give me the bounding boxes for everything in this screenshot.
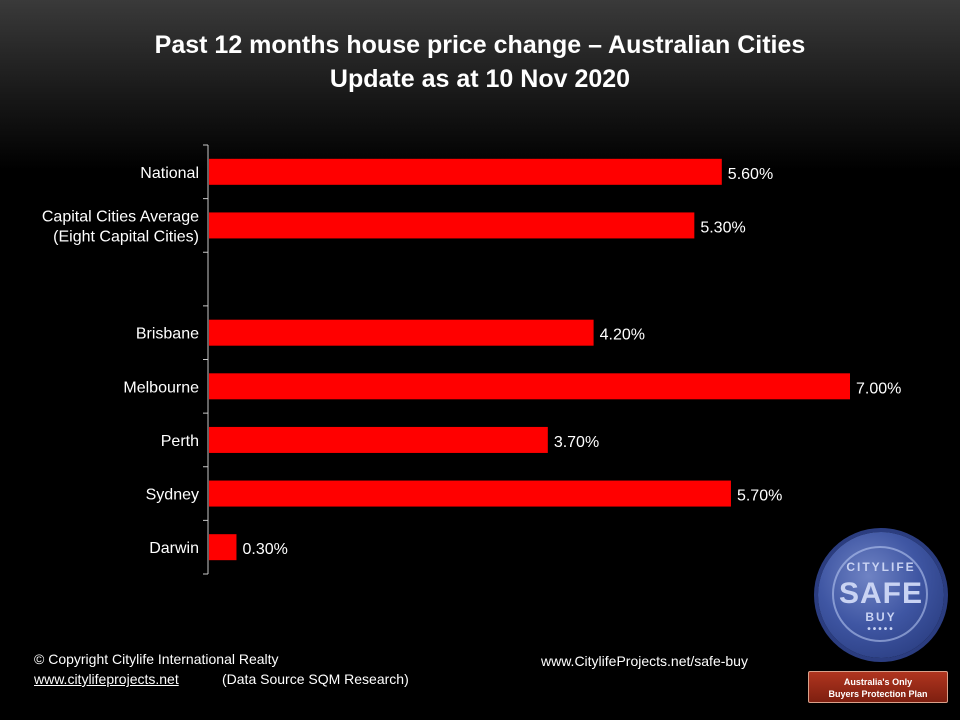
bar <box>209 373 850 400</box>
ribbon-line-1: Australia's Only <box>843 677 913 687</box>
safe-buy-seal-logo: CITYLIFE SAFE BUY ••••• <box>818 532 944 658</box>
seal-text-bottom: BUY <box>865 610 897 624</box>
seal-ring <box>832 546 928 642</box>
data-label: 4.20% <box>600 327 645 344</box>
category-label: (Eight Capital Cities) <box>53 228 199 245</box>
seal-dots: ••••• <box>867 624 895 635</box>
data-label: 5.60% <box>728 166 773 183</box>
seal-text-top: CITYLIFE <box>846 560 916 574</box>
data-label: 5.70% <box>737 488 782 505</box>
data-source-text: (Data Source SQM Research) <box>222 671 409 687</box>
bar <box>209 212 695 239</box>
category-label: Melbourne <box>123 379 199 396</box>
data-label: 5.30% <box>700 219 745 236</box>
category-label: Capital Cities Average <box>42 208 199 225</box>
data-label: 3.70% <box>554 434 599 451</box>
category-label: Brisbane <box>136 326 199 343</box>
data-label: 0.30% <box>242 541 287 558</box>
bar <box>209 426 548 453</box>
chart-title-line-2: Update as at 10 Nov 2020 <box>329 65 631 93</box>
bar <box>209 158 722 185</box>
ribbon-line-2: Buyers Protection Plan <box>828 689 928 699</box>
bar <box>209 534 237 561</box>
category-label: Perth <box>161 433 199 450</box>
bar <box>209 319 594 346</box>
website-link[interactable]: www.citylifeprojects.net <box>34 671 179 687</box>
protection-plan-ribbon: Australia's Only Buyers Protection Plan <box>808 671 948 703</box>
bar <box>209 480 731 507</box>
category-label: Darwin <box>149 540 199 557</box>
category-label: National <box>140 165 199 182</box>
promo-url-text: www.CitylifeProjects.net/safe-buy <box>541 653 748 669</box>
copyright-text: © Copyright Citylife International Realt… <box>34 651 279 667</box>
data-label: 7.00% <box>856 380 901 397</box>
chart-title-line-1: Past 12 months house price change – Aust… <box>154 31 806 59</box>
category-label: Sydney <box>146 487 199 504</box>
seal-text-main: SAFE <box>838 577 923 610</box>
